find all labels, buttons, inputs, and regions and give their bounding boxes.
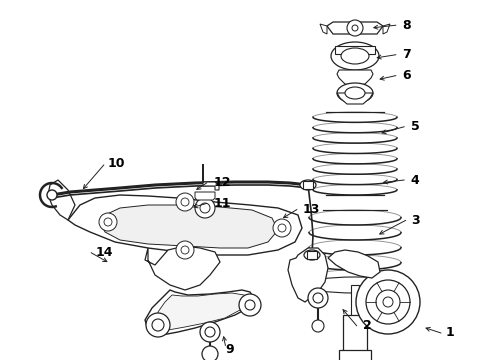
Polygon shape: [288, 248, 328, 302]
Ellipse shape: [331, 42, 379, 70]
Polygon shape: [100, 205, 278, 248]
Text: 9: 9: [225, 343, 234, 356]
Text: 5: 5: [411, 120, 419, 133]
Circle shape: [152, 319, 164, 331]
Circle shape: [104, 218, 112, 226]
Polygon shape: [158, 293, 248, 330]
Text: 13: 13: [303, 203, 320, 216]
Circle shape: [176, 193, 194, 211]
Text: 11: 11: [213, 197, 231, 210]
Polygon shape: [337, 70, 373, 86]
Ellipse shape: [300, 180, 316, 190]
Bar: [343, 315, 367, 355]
Circle shape: [200, 203, 210, 213]
Circle shape: [308, 288, 328, 308]
Bar: [351, 285, 359, 320]
Circle shape: [176, 241, 194, 259]
Text: 12: 12: [213, 176, 231, 189]
Circle shape: [245, 300, 255, 310]
Text: 10: 10: [108, 157, 125, 170]
Circle shape: [356, 270, 420, 334]
Circle shape: [200, 322, 220, 342]
Circle shape: [181, 246, 189, 254]
Ellipse shape: [337, 83, 373, 103]
Circle shape: [347, 20, 363, 36]
Text: 3: 3: [412, 214, 420, 227]
Polygon shape: [145, 246, 220, 290]
Ellipse shape: [345, 87, 365, 99]
Circle shape: [376, 290, 400, 314]
Circle shape: [239, 294, 261, 316]
Text: 6: 6: [402, 69, 411, 82]
Circle shape: [366, 280, 410, 324]
Text: 14: 14: [96, 246, 113, 259]
Text: 2: 2: [363, 319, 371, 332]
Polygon shape: [145, 290, 255, 335]
Polygon shape: [68, 195, 302, 255]
Circle shape: [273, 219, 291, 237]
Circle shape: [146, 313, 170, 337]
Bar: [339, 350, 371, 360]
Bar: [303, 181, 313, 189]
Circle shape: [195, 198, 215, 218]
Polygon shape: [337, 93, 373, 104]
Text: 4: 4: [411, 174, 419, 186]
Circle shape: [383, 297, 393, 307]
Circle shape: [99, 213, 117, 231]
Text: 8: 8: [402, 19, 411, 32]
Polygon shape: [320, 24, 327, 34]
Ellipse shape: [303, 277, 407, 293]
Circle shape: [313, 293, 323, 303]
Bar: [307, 251, 317, 259]
Polygon shape: [48, 180, 75, 220]
Polygon shape: [327, 22, 383, 34]
Polygon shape: [328, 250, 380, 278]
Circle shape: [278, 224, 286, 232]
Text: 7: 7: [402, 48, 411, 61]
Circle shape: [352, 25, 358, 31]
Circle shape: [205, 327, 215, 337]
Text: 1: 1: [446, 327, 455, 339]
Polygon shape: [203, 164, 219, 190]
Circle shape: [202, 346, 218, 360]
Circle shape: [312, 320, 324, 332]
Polygon shape: [383, 24, 390, 34]
Polygon shape: [195, 192, 215, 200]
Ellipse shape: [341, 48, 369, 64]
Circle shape: [181, 198, 189, 206]
Ellipse shape: [304, 250, 320, 260]
Bar: [335, 46, 375, 54]
Circle shape: [47, 190, 57, 200]
